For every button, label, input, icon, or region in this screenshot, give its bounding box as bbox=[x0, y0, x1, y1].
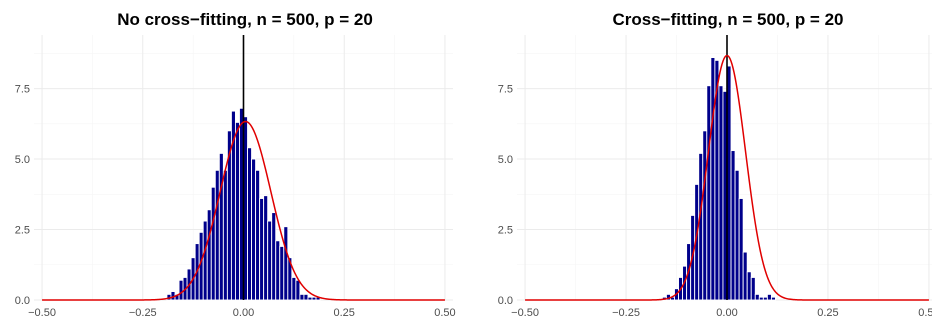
x-tick-label: −0.25 bbox=[612, 307, 640, 319]
histogram-bar bbox=[255, 169, 261, 301]
y-tick-label: 5.0 bbox=[498, 154, 513, 166]
histogram-bar bbox=[214, 169, 220, 301]
histogram-bar bbox=[698, 152, 704, 301]
x-tick-label: 0.00 bbox=[716, 307, 737, 319]
panel-title: Cross−fitting, n = 500, p = 20 bbox=[613, 10, 844, 29]
histogram-bar bbox=[259, 198, 265, 301]
histogram-bar bbox=[710, 57, 716, 301]
histogram-bar bbox=[275, 240, 281, 301]
histogram-bar bbox=[702, 130, 708, 301]
y-tick-label: 2.5 bbox=[498, 225, 513, 237]
histogram-bar bbox=[279, 245, 285, 301]
y-tick-label: 7.5 bbox=[15, 84, 30, 96]
histogram-bar bbox=[746, 271, 752, 301]
histogram-bars bbox=[661, 57, 776, 301]
histogram-bar bbox=[750, 276, 756, 301]
histogram-bar bbox=[206, 209, 212, 301]
histogram-bar bbox=[291, 276, 297, 301]
x-tick-label: 0.50 bbox=[918, 307, 932, 319]
normal-density-curve bbox=[42, 120, 445, 301]
histogram-bar bbox=[283, 226, 289, 301]
y-tick-label: 0.0 bbox=[15, 295, 30, 307]
y-tick-label: 2.5 bbox=[15, 225, 30, 237]
histogram-bar bbox=[218, 152, 224, 301]
histogram-bar bbox=[263, 195, 269, 301]
histogram-bar bbox=[706, 85, 712, 301]
x-tick-label: −0.50 bbox=[511, 307, 539, 319]
histogram-bar bbox=[299, 293, 305, 301]
normal-density-curve bbox=[525, 54, 929, 301]
histogram-bar bbox=[222, 169, 228, 301]
histogram-bar bbox=[734, 169, 740, 301]
histogram-bar bbox=[770, 296, 776, 301]
panel-title: No cross−fitting, n = 500, p = 20 bbox=[117, 10, 373, 29]
histogram-bar bbox=[247, 147, 253, 301]
histogram-bar bbox=[730, 150, 736, 301]
histogram-bar bbox=[251, 158, 257, 301]
histogram-bar bbox=[303, 293, 309, 301]
histogram-bar bbox=[742, 251, 748, 301]
histogram-bar bbox=[738, 198, 744, 301]
panel-cross-fitting: Cross−fitting, n = 500, p = 20 −0.50 −0.2… bbox=[498, 10, 932, 319]
histogram-bar bbox=[178, 279, 184, 301]
histogram-bar bbox=[311, 296, 317, 301]
histogram-bar bbox=[762, 296, 768, 301]
x-tick-label: 0.50 bbox=[434, 307, 455, 319]
histogram-bar bbox=[766, 293, 772, 301]
histogram-bar bbox=[754, 293, 760, 301]
y-tick-label: 7.5 bbox=[498, 84, 513, 96]
histogram-bar bbox=[718, 85, 724, 301]
histogram-bar bbox=[202, 220, 208, 301]
x-tick-label: 0.25 bbox=[334, 307, 355, 319]
panel-no-cross-fitting: No cross−fitting, n = 500, p = 20 −0.50 −… bbox=[15, 10, 456, 319]
histogram-bar bbox=[295, 279, 301, 301]
x-tick-label: 0.00 bbox=[233, 307, 254, 319]
histogram-bar bbox=[234, 121, 240, 301]
histogram-bar bbox=[271, 212, 277, 301]
x-tick-label: −0.25 bbox=[129, 307, 157, 319]
y-tick-label: 5.0 bbox=[15, 154, 30, 166]
histogram-bar bbox=[758, 296, 764, 301]
x-tick-label: −0.50 bbox=[28, 307, 56, 319]
x-tick-label: 0.25 bbox=[817, 307, 838, 319]
histogram-bar bbox=[210, 186, 216, 301]
histogram-bar bbox=[267, 220, 273, 301]
y-tick-label: 0.0 bbox=[498, 295, 513, 307]
histogram-bar bbox=[307, 296, 313, 301]
